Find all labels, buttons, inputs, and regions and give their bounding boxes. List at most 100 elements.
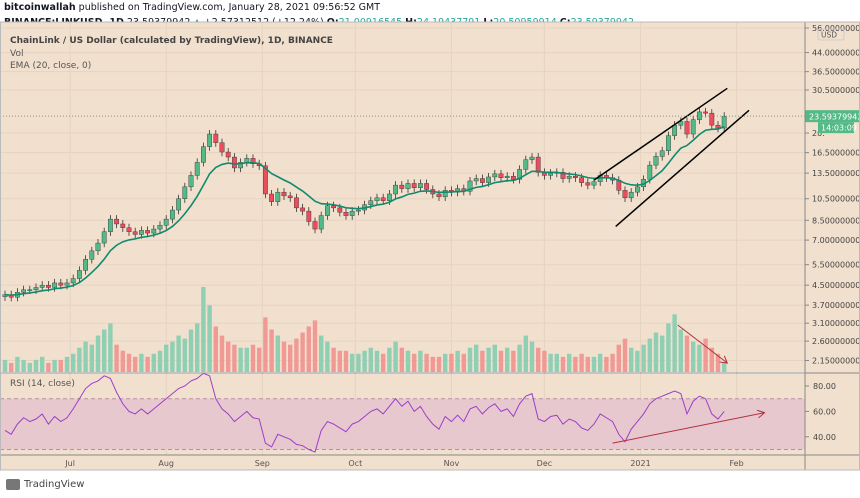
currency-label: USD bbox=[821, 31, 837, 40]
volume-bar bbox=[108, 323, 113, 372]
volume-bar bbox=[151, 353, 156, 372]
volume-bar bbox=[300, 332, 305, 372]
candle bbox=[294, 197, 299, 209]
volume-bar bbox=[312, 320, 318, 372]
volume-bar bbox=[368, 347, 373, 372]
price-tick-label: 16.50000000 bbox=[812, 149, 860, 158]
volume-down-arrow bbox=[677, 324, 728, 363]
volume-bar bbox=[133, 356, 138, 372]
candle bbox=[27, 289, 33, 292]
volume-bar bbox=[331, 347, 336, 372]
volume-bar bbox=[585, 356, 590, 372]
candle bbox=[628, 191, 634, 198]
volume-bar bbox=[250, 344, 256, 372]
volume-bar bbox=[387, 347, 392, 372]
candle bbox=[200, 146, 206, 163]
candle bbox=[46, 284, 51, 288]
volume-bar bbox=[27, 362, 32, 372]
price-tick-label: 36.50000000 bbox=[812, 68, 860, 77]
author[interactable]: bitcoinwallah bbox=[4, 2, 76, 13]
volume-bar bbox=[653, 332, 659, 372]
price-tick-label: 2.60000000 bbox=[812, 337, 860, 346]
volume-bar bbox=[275, 335, 280, 372]
tradingview-logo-icon bbox=[6, 479, 20, 490]
candle bbox=[287, 195, 293, 198]
volume-bar bbox=[102, 329, 107, 372]
candle bbox=[306, 210, 312, 222]
candle bbox=[349, 210, 355, 216]
candle bbox=[114, 218, 120, 225]
ema-line bbox=[4, 125, 725, 296]
rsi-line bbox=[4, 372, 725, 453]
candle bbox=[250, 158, 256, 164]
volume-bar bbox=[418, 350, 423, 372]
current-price-label: 23.59379942 bbox=[809, 113, 860, 122]
candle bbox=[709, 112, 715, 126]
candle bbox=[498, 173, 504, 178]
volume-bar bbox=[114, 344, 119, 372]
volume-bar bbox=[672, 314, 677, 372]
candle bbox=[21, 289, 26, 293]
candle bbox=[566, 175, 572, 179]
volume-bar bbox=[306, 326, 311, 372]
candle bbox=[591, 181, 597, 186]
candle bbox=[176, 198, 181, 211]
price-axis bbox=[805, 22, 860, 470]
volume-bar bbox=[89, 344, 94, 372]
volume-bar bbox=[647, 338, 652, 372]
volume-bar bbox=[635, 350, 640, 372]
candle bbox=[647, 164, 653, 180]
volume-bar bbox=[33, 359, 39, 372]
volume-bar bbox=[449, 353, 454, 372]
volume-bar bbox=[536, 347, 541, 372]
legend-rsi: RSI (14, close) bbox=[10, 379, 75, 389]
volume-bar bbox=[374, 350, 380, 372]
volume-bar bbox=[548, 353, 553, 372]
tradingview-logo[interactable]: TradingView bbox=[6, 479, 84, 490]
volume-bar bbox=[238, 347, 243, 372]
legend-ema: EMA (20, close, 0) bbox=[10, 61, 92, 71]
volume-bar bbox=[715, 353, 721, 372]
volume-bar bbox=[697, 344, 702, 372]
volume-bar bbox=[362, 350, 367, 372]
price-tick-label: 5.50000000 bbox=[812, 261, 860, 270]
volume-bar bbox=[684, 335, 690, 372]
volume-bar bbox=[722, 362, 727, 372]
volume-bar bbox=[474, 344, 479, 372]
time-tick-label: Sep bbox=[255, 459, 270, 468]
volume-bar bbox=[505, 347, 510, 372]
candle bbox=[666, 135, 671, 152]
volume-bar bbox=[232, 344, 237, 372]
candle bbox=[145, 230, 150, 234]
time-tick-label: Feb bbox=[730, 459, 744, 468]
volume-bar bbox=[58, 359, 63, 372]
volume-bar bbox=[436, 356, 442, 372]
volume-bar bbox=[480, 350, 485, 372]
volume-bar bbox=[455, 350, 460, 372]
candle bbox=[163, 218, 169, 226]
volume-bar bbox=[573, 356, 578, 372]
time-tick-label: 2021 bbox=[630, 459, 650, 468]
candle bbox=[39, 284, 45, 288]
volume-bar bbox=[343, 350, 349, 372]
candle bbox=[76, 270, 82, 279]
candle bbox=[399, 184, 405, 189]
candle bbox=[368, 200, 374, 205]
time-tick-label: Jul bbox=[64, 459, 75, 468]
volume-bar bbox=[257, 347, 262, 372]
candle bbox=[573, 175, 578, 178]
volume-bar bbox=[678, 329, 683, 372]
candle bbox=[281, 191, 287, 197]
volume-bar bbox=[381, 353, 386, 372]
volume-bar bbox=[95, 335, 101, 372]
candle bbox=[387, 193, 392, 201]
volume-bar bbox=[269, 329, 274, 372]
volume-bar bbox=[170, 341, 175, 372]
price-tick-label: 20. bbox=[812, 129, 825, 138]
candle bbox=[151, 228, 157, 234]
candle bbox=[721, 115, 727, 129]
volume-bar bbox=[523, 335, 528, 372]
candle bbox=[684, 121, 690, 135]
candle bbox=[207, 133, 212, 147]
